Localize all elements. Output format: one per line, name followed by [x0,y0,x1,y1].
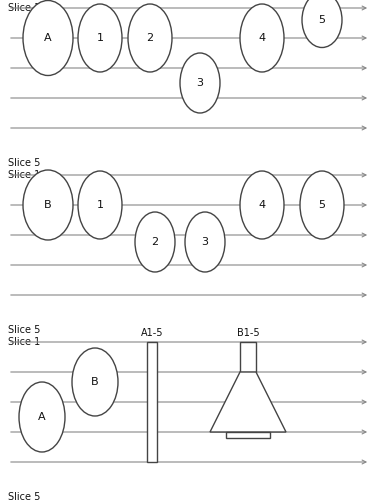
Text: 3: 3 [196,78,204,88]
Text: 2: 2 [152,237,158,247]
Text: Slice 5: Slice 5 [8,492,41,500]
Text: 4: 4 [258,33,266,43]
Bar [147,342,157,462]
Polygon shape [210,372,286,432]
Text: 2: 2 [146,33,153,43]
Ellipse shape [240,171,284,239]
Text: 5: 5 [318,15,326,25]
Ellipse shape [78,171,122,239]
Text: 4: 4 [258,200,266,210]
Ellipse shape [23,170,73,240]
Text: 1: 1 [97,200,103,210]
Text: 3: 3 [202,237,208,247]
Ellipse shape [302,0,342,48]
Bar [226,432,270,438]
Ellipse shape [19,382,65,452]
Text: Slice 1: Slice 1 [8,170,40,180]
Ellipse shape [128,4,172,72]
Text: 1: 1 [97,33,103,43]
Ellipse shape [240,4,284,72]
Text: A: A [38,412,46,422]
Text: 5: 5 [318,200,326,210]
Text: Slice 1: Slice 1 [8,337,40,347]
Text: A1-5: A1-5 [141,328,163,338]
Text: Slice 5: Slice 5 [8,158,41,168]
Text: B: B [91,377,99,387]
Text: Slice 5: Slice 5 [8,325,41,335]
Text: Slice 1: Slice 1 [8,3,40,13]
Ellipse shape [23,0,73,76]
Ellipse shape [78,4,122,72]
Bar [240,342,256,372]
Ellipse shape [300,171,344,239]
Ellipse shape [135,212,175,272]
Text: A: A [44,33,52,43]
Text: B1-5: B1-5 [237,328,259,338]
Ellipse shape [72,348,118,416]
Text: B: B [44,200,52,210]
Ellipse shape [180,53,220,113]
Ellipse shape [185,212,225,272]
